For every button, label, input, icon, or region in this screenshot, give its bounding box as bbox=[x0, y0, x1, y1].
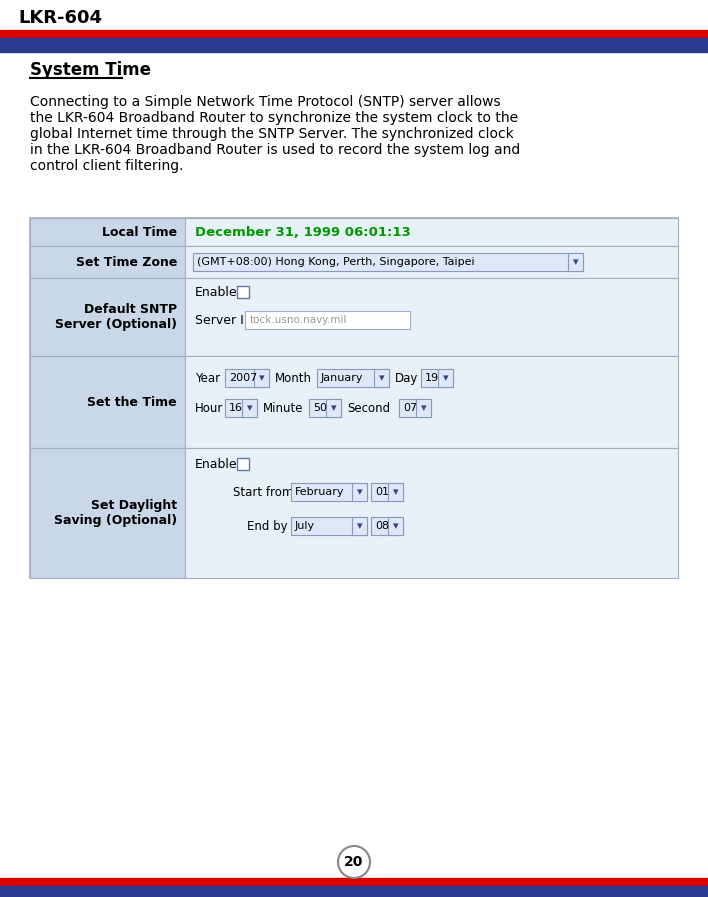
Bar bbox=[421, 369, 453, 387]
Text: the LKR-604 Broadband Router to synchronize the system clock to the: the LKR-604 Broadband Router to synchron… bbox=[30, 111, 518, 125]
Bar bbox=[0, 878, 708, 886]
Text: Start from: Start from bbox=[233, 485, 293, 499]
Text: ▾: ▾ bbox=[379, 373, 384, 383]
Text: System Time: System Time bbox=[30, 61, 151, 79]
Bar bbox=[0, 886, 708, 897]
Bar bbox=[30, 246, 185, 278]
Bar bbox=[371, 483, 403, 501]
Text: LKR-604: LKR-604 bbox=[18, 9, 102, 27]
Text: control client filtering.: control client filtering. bbox=[30, 159, 183, 173]
Bar bbox=[568, 253, 583, 271]
Text: Day: Day bbox=[395, 371, 418, 385]
Bar bbox=[438, 369, 453, 387]
Bar bbox=[416, 399, 431, 417]
Text: Default SNTP
Server (Optional): Default SNTP Server (Optional) bbox=[55, 303, 177, 331]
Bar bbox=[254, 369, 269, 387]
Bar bbox=[388, 517, 403, 535]
Bar bbox=[0, 38, 708, 52]
Bar bbox=[30, 356, 185, 448]
Bar bbox=[371, 517, 403, 535]
Bar bbox=[185, 218, 678, 246]
Text: February: February bbox=[295, 487, 345, 497]
Text: 2007: 2007 bbox=[229, 373, 257, 383]
Text: Enable: Enable bbox=[195, 285, 238, 299]
Text: 50: 50 bbox=[313, 403, 327, 413]
Bar bbox=[185, 448, 678, 578]
Text: Set Time Zone: Set Time Zone bbox=[76, 256, 177, 268]
Circle shape bbox=[338, 846, 370, 878]
Bar bbox=[291, 517, 367, 535]
Text: ▾: ▾ bbox=[573, 257, 578, 267]
Text: ▾: ▾ bbox=[246, 403, 252, 413]
Bar bbox=[193, 253, 583, 271]
Text: January: January bbox=[321, 373, 363, 383]
Text: Server IP: Server IP bbox=[195, 313, 251, 327]
Bar bbox=[242, 399, 257, 417]
Text: Set Daylight
Saving (Optional): Set Daylight Saving (Optional) bbox=[54, 499, 177, 527]
Text: 20: 20 bbox=[344, 855, 364, 869]
Bar bbox=[237, 458, 249, 470]
Text: Year: Year bbox=[195, 371, 220, 385]
Text: Second: Second bbox=[347, 402, 390, 414]
Text: tock.usno.navy.mil: tock.usno.navy.mil bbox=[250, 315, 348, 325]
Text: ▾: ▾ bbox=[421, 403, 426, 413]
Bar bbox=[30, 218, 678, 578]
Text: Minute: Minute bbox=[263, 402, 304, 414]
Bar bbox=[291, 483, 367, 501]
Bar bbox=[30, 278, 185, 356]
Text: Hour: Hour bbox=[195, 402, 224, 414]
Text: 08: 08 bbox=[375, 521, 389, 531]
Text: 01: 01 bbox=[375, 487, 389, 497]
Text: December 31, 1999 06:01:13: December 31, 1999 06:01:13 bbox=[195, 225, 411, 239]
Bar bbox=[245, 311, 410, 329]
Text: 16: 16 bbox=[229, 403, 243, 413]
Text: Set the Time: Set the Time bbox=[87, 396, 177, 408]
Bar bbox=[225, 369, 269, 387]
Bar bbox=[352, 517, 367, 535]
Bar bbox=[374, 369, 389, 387]
Bar bbox=[185, 278, 678, 356]
Bar bbox=[185, 356, 678, 448]
Text: Month: Month bbox=[275, 371, 312, 385]
Bar bbox=[237, 286, 249, 298]
Text: ▾: ▾ bbox=[331, 403, 336, 413]
Text: End by: End by bbox=[247, 519, 287, 533]
Bar bbox=[326, 399, 341, 417]
Bar bbox=[0, 30, 708, 38]
Text: 07: 07 bbox=[403, 403, 417, 413]
Text: 19: 19 bbox=[425, 373, 439, 383]
Text: ▾: ▾ bbox=[357, 521, 362, 531]
Text: global Internet time through the SNTP Server. The synchronized clock: global Internet time through the SNTP Se… bbox=[30, 127, 514, 141]
Bar bbox=[352, 483, 367, 501]
Text: Local Time: Local Time bbox=[102, 225, 177, 239]
Bar bbox=[317, 369, 389, 387]
Text: ▾: ▾ bbox=[393, 487, 399, 497]
Text: (GMT+08:00) Hong Kong, Perth, Singapore, Taipei: (GMT+08:00) Hong Kong, Perth, Singapore,… bbox=[197, 257, 474, 267]
Text: ▾: ▾ bbox=[442, 373, 448, 383]
Bar bbox=[30, 218, 185, 246]
Text: Connecting to a Simple Network Time Protocol (SNTP) server allows: Connecting to a Simple Network Time Prot… bbox=[30, 95, 501, 109]
Text: July: July bbox=[295, 521, 315, 531]
Bar bbox=[185, 246, 678, 278]
Bar bbox=[30, 448, 185, 578]
Text: ▾: ▾ bbox=[393, 521, 399, 531]
Bar bbox=[399, 399, 431, 417]
Text: ▾: ▾ bbox=[258, 373, 264, 383]
Bar bbox=[388, 483, 403, 501]
Text: ▾: ▾ bbox=[357, 487, 362, 497]
Bar bbox=[225, 399, 257, 417]
Text: in the LKR-604 Broadband Router is used to record the system log and: in the LKR-604 Broadband Router is used … bbox=[30, 143, 520, 157]
Bar bbox=[309, 399, 341, 417]
Text: Enable: Enable bbox=[195, 457, 238, 471]
